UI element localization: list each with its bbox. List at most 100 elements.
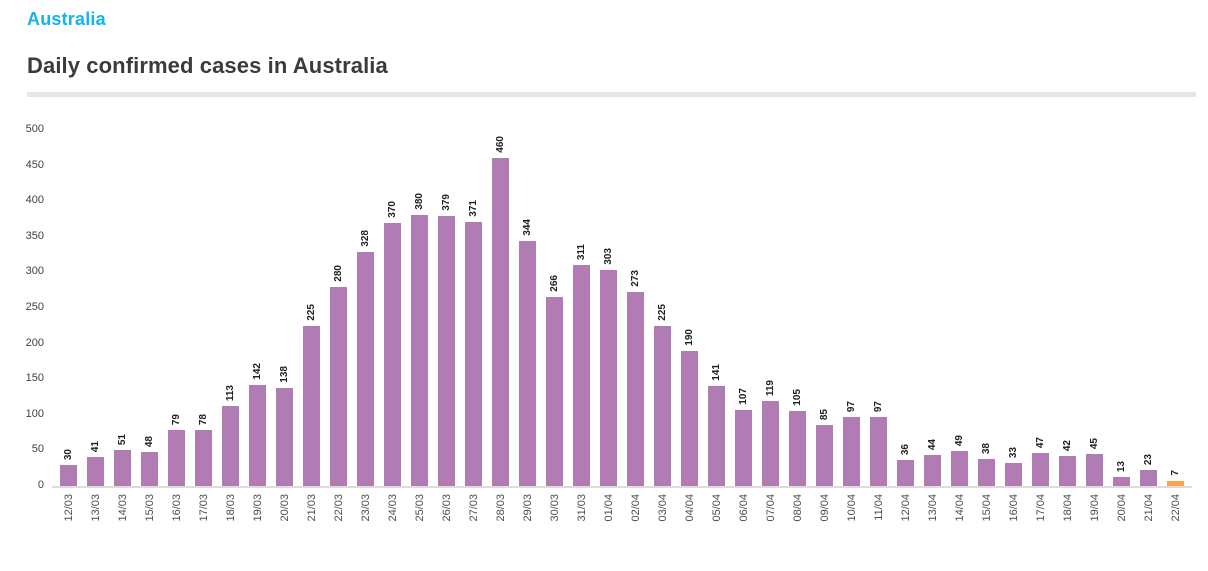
x-axis-tick-label: 22/03 [332, 494, 345, 522]
bar[interactable] [1032, 453, 1049, 486]
bar-column: 328 23/03 [352, 132, 379, 522]
bar[interactable] [87, 457, 104, 486]
bar[interactable] [1140, 470, 1157, 486]
bar[interactable] [492, 158, 509, 486]
bar[interactable] [897, 460, 914, 486]
x-axis-tick-label: 30/03 [548, 494, 561, 522]
bar[interactable] [654, 326, 671, 486]
bar-value-label: 119 [765, 379, 776, 396]
x-axis-tick-label: 20/03 [278, 494, 291, 522]
bar-column: 311 31/03 [568, 132, 595, 522]
bar[interactable] [546, 297, 563, 486]
bar-column: 44 13/04 [919, 132, 946, 522]
bar[interactable] [438, 216, 455, 486]
bar[interactable] [411, 215, 428, 486]
bar[interactable] [681, 351, 698, 486]
x-axis-tick-label: 06/04 [737, 494, 750, 522]
x-axis-tick-label-wrap: 18/04 [1054, 494, 1081, 522]
bar[interactable] [465, 222, 482, 486]
bar-column: 190 04/04 [676, 132, 703, 522]
bar-value-label-wrap: 44 [919, 439, 946, 450]
bar[interactable] [276, 388, 293, 486]
bar[interactable] [735, 410, 752, 486]
bar[interactable] [816, 425, 833, 486]
bar[interactable] [762, 401, 779, 486]
bar[interactable] [843, 417, 860, 486]
bar-column: 379 26/03 [433, 132, 460, 522]
x-axis-tick-label-wrap: 05/04 [703, 494, 730, 522]
bar[interactable] [951, 451, 968, 486]
y-axis-tick-label: 500 [25, 123, 44, 135]
bar[interactable] [222, 406, 239, 486]
bar-value-label-wrap: 30 [55, 449, 82, 460]
bar-value-label: 225 [657, 304, 668, 321]
bar-column: 97 11/04 [865, 132, 892, 521]
bar-column: 78 17/03 [190, 132, 217, 522]
bar-value-label-wrap: 79 [163, 414, 190, 425]
x-axis-tick-label: 18/03 [224, 494, 237, 522]
bar-column: 105 08/04 [784, 132, 811, 522]
bar[interactable] [303, 326, 320, 486]
bar[interactable] [924, 455, 941, 486]
bar[interactable] [141, 452, 158, 486]
bar-value-label: 190 [684, 329, 695, 346]
x-axis-tick-label: 08/04 [791, 494, 804, 522]
bar[interactable] [195, 430, 212, 486]
bar[interactable] [627, 292, 644, 486]
x-axis-tick-label: 29/03 [521, 494, 534, 522]
x-axis-tick-label-wrap: 16/04 [1000, 494, 1027, 522]
bar-value-label: 48 [144, 435, 155, 447]
country-link[interactable]: Australia [27, 9, 106, 29]
x-axis-tick-label-wrap: 15/03 [136, 494, 163, 522]
bar[interactable] [1086, 454, 1103, 486]
bar[interactable] [114, 450, 131, 486]
x-axis-tick-label-wrap: 26/03 [433, 494, 460, 522]
bar[interactable] [168, 430, 185, 486]
bar-value-label: 280 [333, 265, 344, 282]
bar[interactable] [249, 385, 266, 486]
bar[interactable] [330, 287, 347, 486]
bar-value-label-wrap: 7 [1162, 470, 1189, 476]
bar[interactable] [708, 386, 725, 486]
bar[interactable] [1113, 477, 1130, 486]
bar-value-label-wrap: 460 [487, 136, 514, 153]
x-axis-tick-label-wrap: 17/04 [1027, 494, 1054, 522]
bar[interactable] [1005, 463, 1022, 486]
bar-value-label: 303 [603, 248, 614, 265]
x-axis-tick-label-wrap: 12/04 [892, 494, 919, 522]
bar-value-label-wrap: 371 [460, 200, 487, 217]
x-axis-tick-label: 13/03 [89, 494, 102, 522]
bar[interactable] [789, 411, 806, 486]
bar-column: 344 29/03 [514, 132, 541, 522]
bar[interactable] [573, 265, 590, 486]
bar-value-label-wrap: 105 [784, 389, 811, 406]
bar-value-label: 266 [549, 275, 560, 292]
bar-column: 85 09/04 [811, 132, 838, 522]
bar[interactable] [600, 270, 617, 486]
x-axis-tick-label: 21/03 [305, 494, 318, 522]
y-axis-tick-label: 100 [25, 407, 44, 420]
bar-value-label-wrap: 107 [730, 388, 757, 405]
bar-column: 47 17/04 [1027, 132, 1054, 522]
bar-value-label: 41 [90, 440, 101, 452]
bar[interactable] [978, 459, 995, 486]
bar[interactable] [519, 241, 536, 486]
x-axis-tick-label: 22/04 [1169, 494, 1182, 522]
x-axis-tick-label-wrap: 13/03 [82, 494, 109, 522]
bar-value-label: 142 [252, 363, 263, 380]
bar[interactable] [870, 417, 887, 486]
bar-value-label-wrap: 311 [568, 244, 595, 260]
x-axis-tick-label: 19/03 [251, 494, 264, 522]
bar-value-label-wrap: 138 [271, 366, 298, 383]
bar[interactable] [384, 223, 401, 486]
bar-column: 225 21/03 [298, 132, 325, 522]
bar[interactable] [1167, 481, 1184, 486]
bar[interactable] [357, 252, 374, 486]
bar[interactable] [1059, 456, 1076, 486]
bar[interactable] [60, 465, 77, 486]
x-axis-tick-label-wrap: 19/03 [244, 494, 271, 522]
x-axis-tick-label: 16/03 [170, 494, 183, 522]
bar-value-label-wrap: 33 [1000, 447, 1027, 458]
bar-column: 303 01/04 [595, 132, 622, 522]
x-axis-tick-label: 07/04 [764, 494, 777, 522]
